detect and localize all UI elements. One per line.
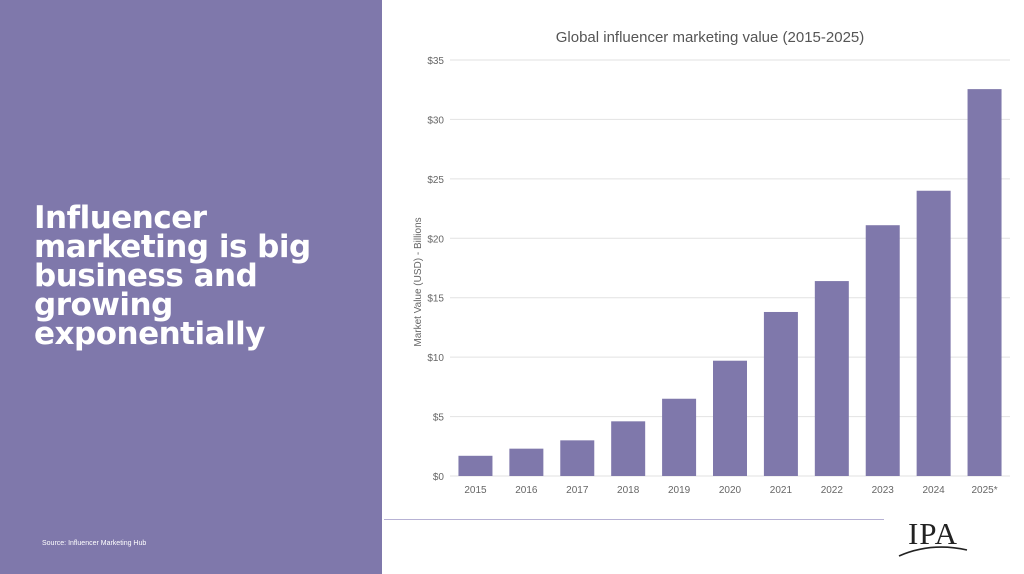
x-tick-label: 2016 xyxy=(515,485,538,496)
y-tick-label: $20 xyxy=(427,234,444,245)
bar-2019 xyxy=(662,398,697,476)
y-tick-labels: $0 $5 $10 $15 $20 $25 $30 $35 xyxy=(427,56,444,483)
bar-2022 xyxy=(814,281,849,476)
x-tick-label: 2021 xyxy=(770,485,793,496)
bar-2016 xyxy=(509,448,544,476)
y-tick-label: $25 xyxy=(427,175,444,186)
logo-text: IPA xyxy=(908,516,958,551)
x-tick-label: 2019 xyxy=(668,485,691,496)
bar-2025 xyxy=(967,89,1002,477)
bars xyxy=(458,89,1002,477)
x-tick-label: 2018 xyxy=(617,485,640,496)
bar-2015 xyxy=(458,455,493,476)
x-tick-label: 2015 xyxy=(464,485,487,496)
x-tick-label: 2020 xyxy=(719,485,742,496)
bottom-divider xyxy=(384,519,884,520)
x-tick-label: 2025* xyxy=(971,485,997,496)
x-tick-label: 2023 xyxy=(872,485,895,496)
y-tick-label: $35 xyxy=(427,56,444,67)
x-tick-label: 2022 xyxy=(821,485,844,496)
source-note: Source: Influencer Marketing Hub xyxy=(42,540,147,547)
chart-title: Global influencer marketing value (2015-… xyxy=(556,29,865,46)
y-tick-label: $10 xyxy=(427,353,444,364)
headline: Influencer marketing is big business and… xyxy=(34,200,311,352)
x-tick-label: 2017 xyxy=(566,485,589,496)
y-tick-label: $15 xyxy=(427,294,444,305)
y-tick-label: $5 xyxy=(433,413,445,424)
y-tick-label: $0 xyxy=(433,472,445,483)
x-tick-label: 2024 xyxy=(923,485,946,496)
y-tick-label: $30 xyxy=(427,115,444,126)
bar-2023 xyxy=(865,225,900,476)
bar-2018 xyxy=(611,421,646,476)
left-panel: Influencer marketing is big business and… xyxy=(0,0,382,574)
y-axis-label: Market Value (USD) - Billions xyxy=(413,217,424,346)
bar-2017 xyxy=(560,440,595,476)
bar-2024 xyxy=(916,190,951,476)
bar-2020 xyxy=(713,360,747,476)
bar-2021 xyxy=(763,311,798,476)
ipa-logo: IPA xyxy=(898,516,968,557)
x-tick-labels: 2015 2016 2017 2018 2019 2020 2021 2022 2023 2024… xyxy=(464,485,997,496)
